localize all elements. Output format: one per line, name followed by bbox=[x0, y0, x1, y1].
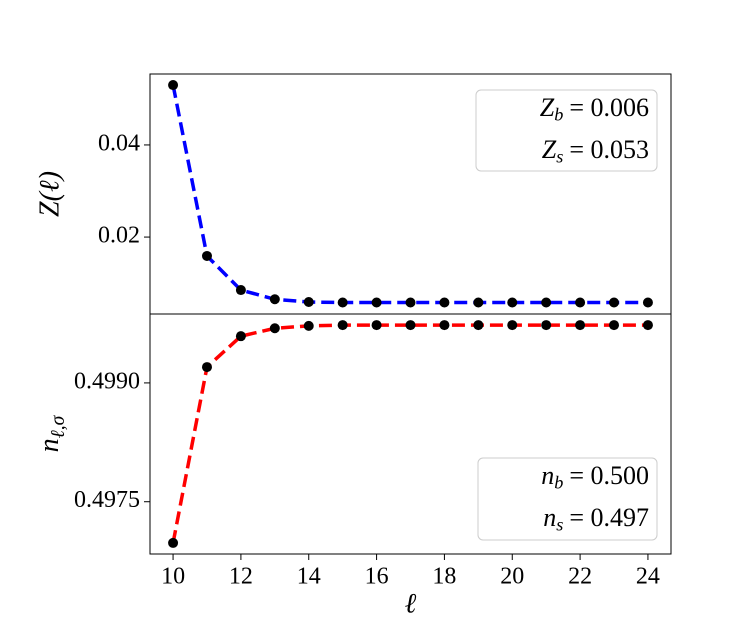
marker bbox=[575, 297, 586, 308]
marker bbox=[168, 80, 179, 91]
value: = 0.053 bbox=[569, 135, 649, 164]
y-tick-label: 0.4975 bbox=[74, 487, 140, 513]
x-tick-label: 14 bbox=[297, 564, 321, 590]
marker bbox=[337, 320, 348, 331]
math-text: nb = 0.500 bbox=[541, 461, 649, 493]
subscript: s bbox=[556, 515, 563, 535]
x-tick-label: 20 bbox=[500, 564, 524, 590]
subscript: b bbox=[554, 105, 563, 125]
marker bbox=[235, 331, 246, 342]
marker bbox=[371, 320, 382, 331]
marker bbox=[541, 297, 552, 308]
marker bbox=[235, 285, 246, 296]
annotation-box bbox=[477, 457, 658, 541]
marker bbox=[303, 297, 314, 308]
math-text: Zb = 0.006 bbox=[540, 93, 649, 125]
marker bbox=[609, 297, 620, 308]
value: = 0.500 bbox=[569, 461, 649, 490]
marker bbox=[303, 320, 314, 331]
x-tick-label: 16 bbox=[365, 564, 389, 590]
marker bbox=[371, 297, 382, 308]
x-axis-label: ℓ bbox=[405, 588, 417, 619]
x-tick-label: 18 bbox=[432, 564, 456, 590]
marker bbox=[473, 320, 484, 331]
annotation-box bbox=[475, 89, 658, 172]
symbol: n bbox=[34, 438, 65, 452]
y-tick-label: 0.02 bbox=[98, 223, 140, 249]
x-tick-label: 24 bbox=[636, 564, 660, 590]
marker bbox=[507, 320, 518, 331]
marker bbox=[473, 297, 484, 308]
line bbox=[171, 323, 648, 544]
value: = 0.497 bbox=[569, 503, 649, 532]
symbol: Z bbox=[540, 93, 555, 122]
marker bbox=[609, 320, 620, 331]
marker bbox=[269, 294, 280, 305]
marker bbox=[337, 297, 348, 308]
marker bbox=[269, 323, 280, 334]
x-tick-label: 12 bbox=[229, 564, 253, 590]
math-text: ns = 0.497 bbox=[543, 503, 649, 535]
math-text: nℓ,σ bbox=[34, 414, 68, 452]
symbol: n bbox=[541, 461, 554, 490]
marker bbox=[201, 250, 212, 261]
subscript: ℓ,σ bbox=[48, 414, 69, 438]
marker bbox=[439, 297, 450, 308]
marker bbox=[439, 320, 450, 331]
symbol: n bbox=[543, 503, 556, 532]
marker bbox=[575, 320, 586, 331]
marker bbox=[507, 297, 518, 308]
y-tick-label: 0.4990 bbox=[74, 368, 140, 394]
marker bbox=[405, 297, 416, 308]
plot-frame bbox=[149, 313, 672, 555]
subscript: s bbox=[556, 147, 563, 167]
marker bbox=[642, 297, 653, 308]
line bbox=[171, 84, 648, 305]
marker bbox=[405, 320, 416, 331]
marker bbox=[168, 537, 179, 548]
marker bbox=[541, 320, 552, 331]
y-tick-label: 0.04 bbox=[98, 130, 140, 156]
symbol: Z bbox=[542, 135, 557, 164]
x-tick-label: 22 bbox=[568, 564, 592, 590]
marker bbox=[201, 362, 212, 373]
subscript: b bbox=[554, 473, 563, 493]
value: = 0.006 bbox=[569, 93, 649, 122]
x-tick-label: 10 bbox=[161, 564, 185, 590]
math-text: Zs = 0.053 bbox=[542, 135, 649, 167]
y-axis-label: Z(ℓ) bbox=[34, 171, 65, 217]
marker bbox=[642, 320, 653, 331]
